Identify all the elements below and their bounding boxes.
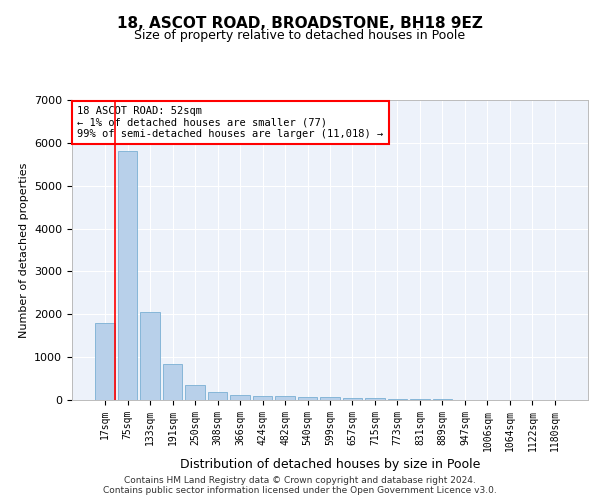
Text: 18 ASCOT ROAD: 52sqm
← 1% of detached houses are smaller (77)
99% of semi-detach: 18 ASCOT ROAD: 52sqm ← 1% of detached ho…	[77, 106, 383, 139]
Bar	[365, 398, 385, 400]
Bar	[140, 312, 160, 400]
Text: Size of property relative to detached houses in Poole: Size of property relative to detached ho…	[134, 29, 466, 42]
X-axis label: Distribution of detached houses by size in Poole: Distribution of detached houses by size …	[180, 458, 480, 471]
Bar	[163, 364, 182, 400]
Bar	[275, 396, 295, 400]
Bar	[343, 398, 362, 400]
Bar	[388, 398, 407, 400]
Bar	[320, 398, 340, 400]
Bar	[298, 397, 317, 400]
Bar	[253, 396, 272, 400]
Bar	[230, 395, 250, 400]
Bar	[208, 392, 227, 400]
Text: 18, ASCOT ROAD, BROADSTONE, BH18 9EZ: 18, ASCOT ROAD, BROADSTONE, BH18 9EZ	[117, 16, 483, 31]
Bar	[95, 323, 115, 400]
Y-axis label: Number of detached properties: Number of detached properties	[19, 162, 29, 338]
Bar	[185, 386, 205, 400]
Text: Contains HM Land Registry data © Crown copyright and database right 2024.
Contai: Contains HM Land Registry data © Crown c…	[103, 476, 497, 495]
Bar	[118, 152, 137, 400]
Bar	[410, 399, 430, 400]
